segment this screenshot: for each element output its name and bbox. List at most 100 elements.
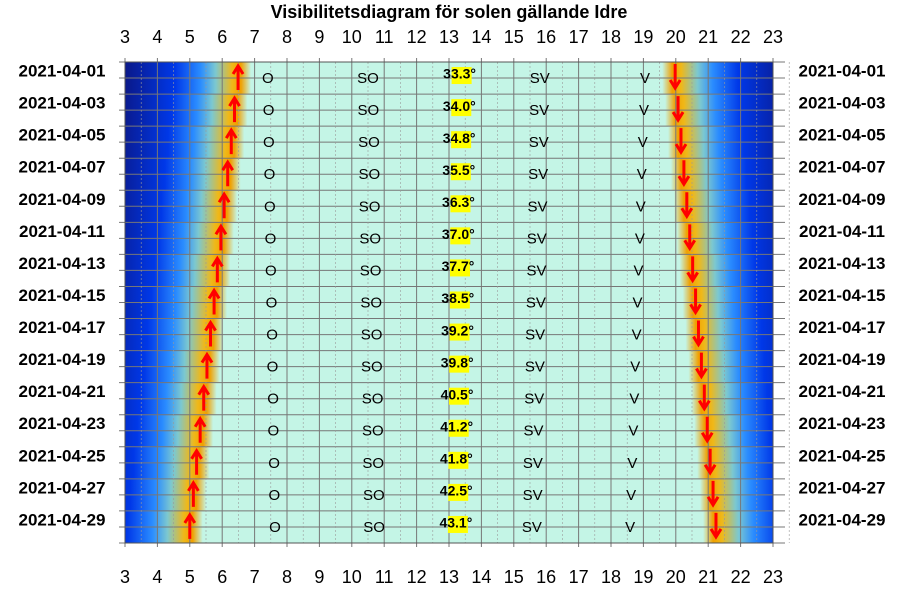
altitude-label: 39.2° [441, 322, 474, 338]
x-tick-label: 12 [407, 567, 427, 587]
x-tick-label: 14 [471, 567, 491, 587]
x-tick-label: 15 [504, 27, 524, 47]
date-label: 2021-04-03 [799, 94, 886, 113]
direction-label: O [263, 102, 275, 119]
x-tick-label: 4 [152, 27, 162, 47]
sunset-arrow [683, 224, 697, 252]
direction-label: SV [527, 198, 547, 215]
date-label: 2021-04-29 [19, 510, 106, 529]
x-tick-label: 14 [471, 27, 491, 47]
x-tick-label: 19 [633, 567, 653, 587]
direction-label: SO [358, 166, 380, 183]
direction-label: O [264, 198, 276, 215]
direction-label: SO [362, 391, 384, 408]
x-tick-label: 17 [569, 567, 589, 587]
direction-label: SO [360, 262, 382, 279]
direction-label: SO [359, 198, 381, 215]
direction-label: V [633, 294, 643, 311]
altitude-highlight [450, 163, 471, 181]
altitude-label: 37.7° [442, 258, 475, 274]
sunrise-arrow [193, 415, 207, 443]
direction-label: V [627, 455, 637, 472]
date-label: 2021-04-17 [799, 318, 886, 337]
date-label: 2021-04-23 [799, 414, 886, 433]
direction-label: SO [362, 455, 384, 472]
date-label: 2021-04-13 [19, 254, 106, 273]
direction-label: SO [357, 70, 379, 87]
chart-title: Visibilitetsdiagram för solen gällande I… [271, 2, 628, 22]
altitude-highlight [448, 483, 469, 501]
x-tick-label: 5 [185, 567, 195, 587]
direction-label: O [265, 230, 277, 247]
x-tick-label: 10 [342, 567, 362, 587]
sunrise-arrow [183, 512, 197, 539]
date-label: 2021-04-11 [799, 222, 885, 241]
x-tick-label: 7 [250, 27, 260, 47]
direction-label: V [628, 423, 638, 440]
sunrise-arrow [214, 223, 228, 251]
date-label: 2021-04-09 [799, 190, 886, 209]
direction-label: O [262, 70, 274, 87]
direction-label: SO [357, 102, 379, 119]
altitude-highlight [450, 195, 471, 213]
x-tick-label: 16 [536, 27, 556, 47]
direction-label: V [630, 359, 640, 376]
direction-label: SO [359, 230, 381, 247]
altitude-label: 41.8° [440, 451, 473, 467]
altitude-label: 43.1° [439, 515, 472, 531]
direction-label: V [634, 262, 644, 279]
x-tick-label: 18 [601, 27, 621, 47]
direction-label: SV [529, 134, 549, 151]
altitude-highlight [449, 355, 470, 373]
sunrise-arrow [187, 480, 200, 507]
x-tick-label: 8 [282, 27, 292, 47]
direction-label: SV [523, 487, 543, 504]
date-label: 2021-04-29 [799, 510, 886, 529]
sunset-arrow [686, 256, 699, 284]
direction-label: SV [528, 166, 548, 183]
x-tick-label: 12 [407, 27, 427, 47]
sunset-arrow [709, 512, 723, 540]
x-tick-label: 11 [375, 27, 394, 47]
sunrise-arrow [200, 351, 214, 379]
date-label: 2021-04-05 [799, 126, 886, 145]
direction-label: V [635, 230, 645, 247]
x-tick-label: 8 [282, 567, 292, 587]
x-tick-label: 13 [439, 27, 459, 47]
date-label: 2021-04-03 [19, 94, 106, 113]
x-tick-label: 22 [731, 27, 751, 47]
x-tick-label: 17 [569, 27, 589, 47]
direction-label: O [268, 423, 280, 440]
sunset-arrow [706, 480, 720, 508]
date-label: 2021-04-21 [19, 382, 106, 401]
altitude-label: 33.3° [443, 66, 476, 82]
x-tick-label: 4 [152, 567, 162, 587]
direction-label: SV [529, 102, 549, 119]
x-tick-label: 19 [633, 27, 653, 47]
sunrise-arrow [221, 159, 234, 187]
direction-label: SO [360, 294, 382, 311]
sunrise-arrow [217, 191, 231, 219]
x-tick-label: 22 [731, 567, 751, 587]
date-label: 2021-04-05 [19, 126, 106, 145]
altitude-highlight [451, 131, 472, 149]
date-label: 2021-04-27 [799, 478, 886, 497]
x-tick-label: 20 [666, 27, 686, 47]
direction-label: SO [361, 327, 383, 344]
altitude-highlight [451, 67, 472, 85]
sunset-arrow [698, 384, 711, 412]
direction-label: SV [526, 294, 546, 311]
altitude-label: 37.0° [442, 226, 475, 242]
direction-label: O [265, 262, 277, 279]
direction-label: V [638, 134, 648, 151]
direction-label: SO [358, 134, 380, 151]
x-tick-label: 6 [217, 27, 227, 47]
direction-label: O [269, 519, 281, 536]
direction-label: V [625, 519, 635, 536]
date-label: 2021-04-11 [19, 222, 105, 241]
sunrise-arrow [190, 447, 203, 475]
sunset-arrow [671, 96, 685, 123]
altitude-label: 36.3° [442, 194, 475, 210]
altitude-highlight [448, 419, 469, 437]
direction-label: SV [524, 391, 544, 408]
